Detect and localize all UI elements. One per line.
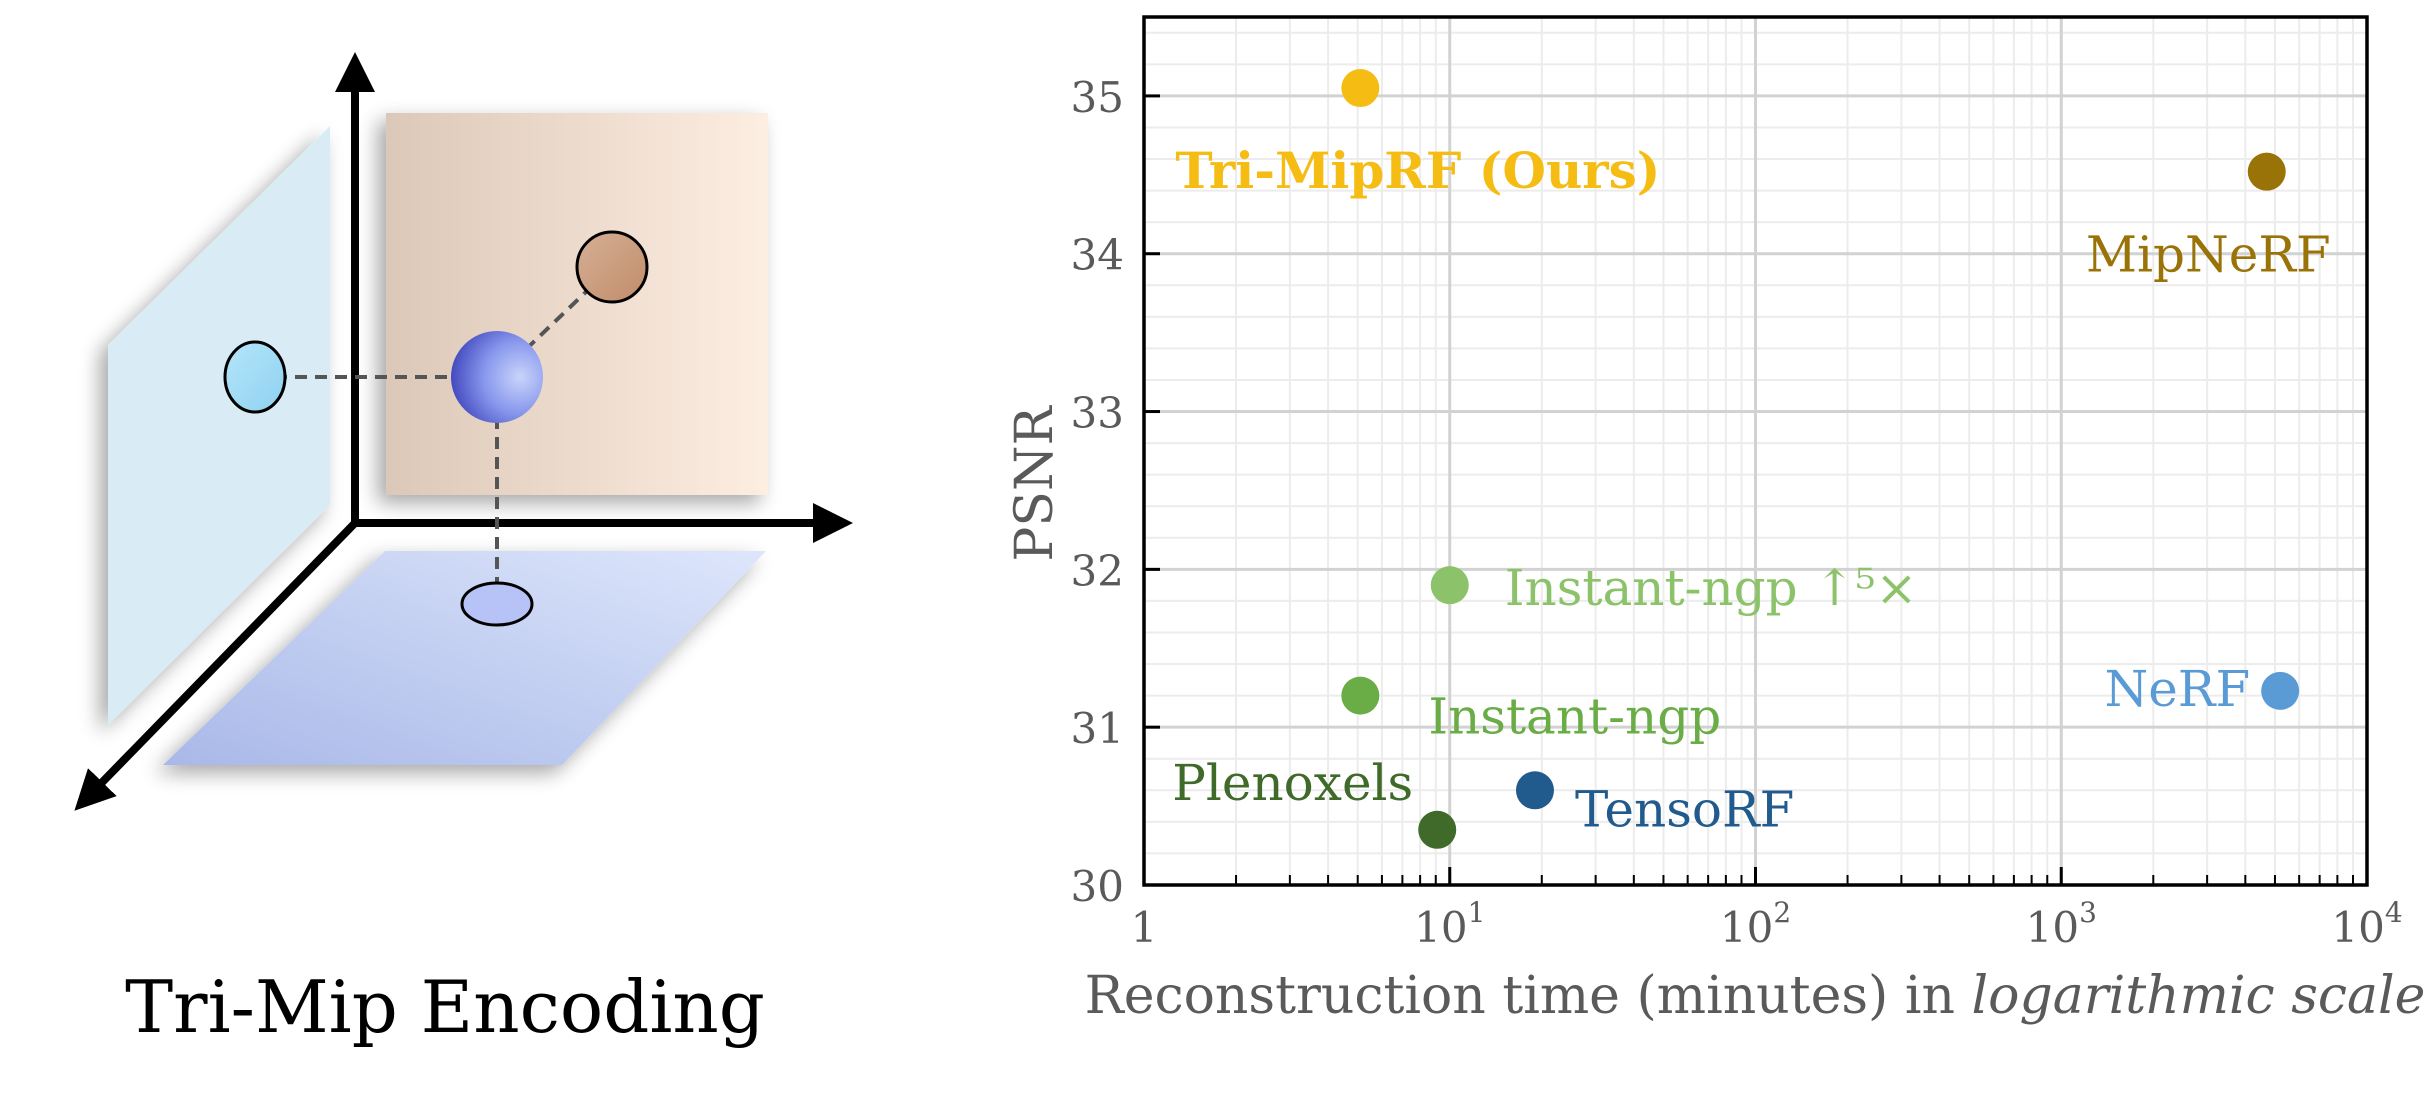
xz-disc [460, 581, 534, 627]
tri-mip-illustration [74, 52, 853, 811]
data-point [1341, 69, 1380, 108]
x-axis-label-italic: logarithmic scale [1972, 966, 2426, 1026]
axis-ticks [1142, 94, 2369, 887]
yz-disc [223, 340, 287, 414]
data-point [2261, 671, 2300, 710]
point-labels: Tri-MipRF (Ours) MipNeRF Instant-ngp ↑⁵× In… [1172, 141, 2331, 838]
x-tick-label: 103 [2026, 896, 2097, 952]
y-tick-label: 31 [1071, 704, 1124, 753]
x-tick-label: 1 [1131, 903, 1158, 952]
data-point [2247, 152, 2286, 191]
y-tick-label: 30 [1071, 862, 1124, 911]
y-tick-label: 35 [1071, 73, 1124, 122]
x-tick-label: 102 [1720, 896, 1791, 952]
x-tick-label: 101 [1414, 896, 1485, 952]
xy-plane [386, 113, 768, 495]
x-axis-label: Reconstruction time (minutes) in logarit… [1085, 966, 2426, 1026]
x-axis-label-regular: Reconstruction time (minutes) in [1085, 966, 1972, 1026]
point-label: Plenoxels [1172, 754, 1413, 812]
data-point [1430, 566, 1469, 605]
data-point [1515, 771, 1554, 810]
sample-sphere [451, 331, 543, 423]
y-tick-label: 32 [1071, 546, 1124, 595]
point-label: MipNeRF [2086, 226, 2331, 284]
point-label: TensoRF [1575, 780, 1794, 838]
point-label: NeRF [2104, 660, 2250, 718]
x-tick-label: 104 [2331, 896, 2402, 952]
data-point [1418, 810, 1457, 849]
xz-plane [163, 551, 766, 765]
point-label: Instant-ngp [1428, 688, 1721, 746]
data-points [1341, 69, 2300, 849]
y-tick-label: 33 [1071, 389, 1124, 438]
data-point [1341, 676, 1380, 715]
point-label: Instant-ngp ↑⁵× [1505, 559, 1918, 617]
left-caption: Tri-Mip Encoding [125, 965, 765, 1049]
x-tick-labels: 1 101 102 103 104 [1131, 896, 2403, 952]
y-axis-label: PSNR [1005, 405, 1065, 562]
z-axis-arrow [74, 520, 358, 811]
y-tick-labels: 30 31 32 33 34 35 [1071, 73, 1124, 911]
yz-plane [108, 126, 330, 725]
xy-disc [575, 230, 649, 304]
y-tick-label: 34 [1071, 231, 1124, 280]
scatter-chart: 30 31 32 33 34 35 1 101 102 103 104 Tri-MipRF (Ou… [1005, 15, 2426, 1026]
point-label: Tri-MipRF (Ours) [1175, 141, 1660, 200]
